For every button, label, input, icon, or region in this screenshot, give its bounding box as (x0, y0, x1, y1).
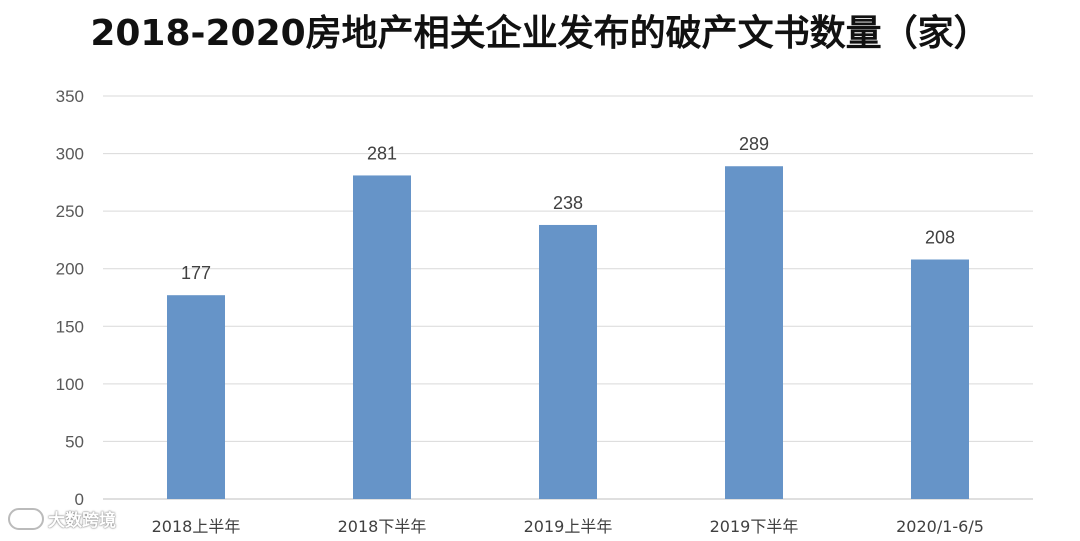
data-label: 289 (739, 134, 769, 154)
bar (353, 175, 411, 499)
data-label: 177 (181, 263, 211, 283)
y-tick-label: 200 (56, 260, 84, 279)
watermark-logo-icon (8, 507, 44, 530)
x-tick-label: 2018上半年 (152, 517, 241, 536)
y-tick-label: 250 (56, 202, 84, 221)
data-label: 208 (925, 228, 955, 248)
x-tick-label: 2020/1-6/5 (896, 517, 984, 536)
y-tick-label: 100 (56, 375, 84, 394)
y-tick-label: 0 (75, 490, 84, 509)
y-tick-label: 150 (56, 317, 84, 336)
data-label: 238 (553, 193, 583, 213)
x-tick-label: 2019上半年 (524, 517, 613, 536)
x-tick-label: 2019下半年 (710, 517, 799, 536)
bar (539, 224, 597, 499)
x-tick-label: 2018下半年 (338, 517, 427, 536)
bar (911, 259, 969, 499)
watermark: 大数跨境 (8, 506, 116, 531)
watermark-text: 大数跨境 (48, 511, 116, 531)
bar (725, 166, 783, 500)
y-tick-label: 350 (56, 87, 84, 106)
bar (167, 295, 225, 499)
y-tick-label: 50 (65, 432, 84, 451)
y-tick-label: 300 (56, 145, 84, 164)
data-label: 281 (367, 143, 397, 163)
chart-title: 2018-2020房地产相关企业发布的破产文书数量（家） (90, 13, 990, 54)
